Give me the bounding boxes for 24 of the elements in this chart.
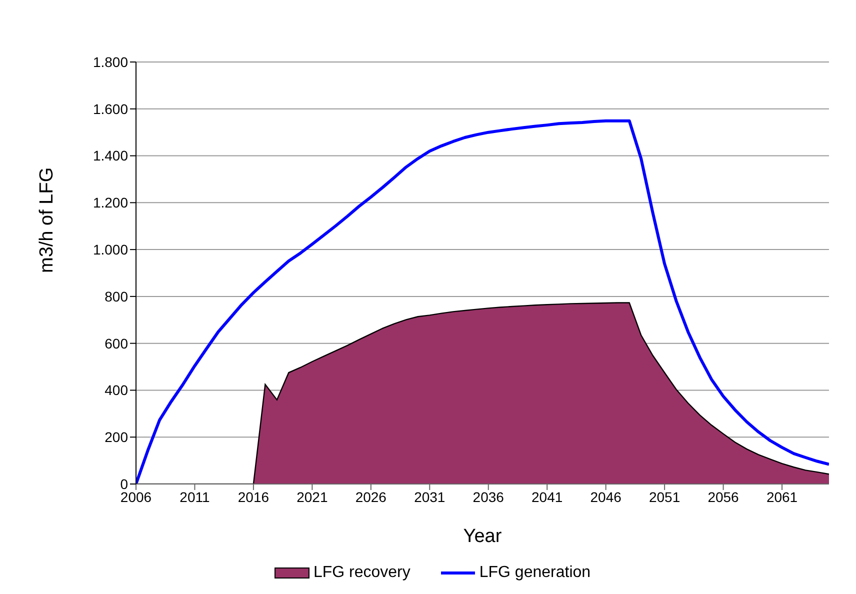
x-tick-label: 2046 bbox=[590, 488, 622, 505]
y-tick-label: 1.000 bbox=[92, 242, 128, 258]
x-axis-title: Year bbox=[463, 526, 502, 547]
x-tick-label: 2061 bbox=[766, 488, 798, 505]
y-tick-label: 400 bbox=[104, 382, 128, 398]
legend-label: LFG generation bbox=[478, 564, 591, 582]
y-tick-label: 800 bbox=[104, 288, 128, 304]
x-tick-label: 2011 bbox=[180, 488, 210, 505]
y-axis-title: m3/h of LFG bbox=[36, 167, 58, 273]
y-tick-label: 1.800 bbox=[92, 54, 128, 70]
x-tick-label: 2056 bbox=[708, 488, 740, 505]
x-tick-label: 2041 bbox=[532, 488, 563, 505]
y-tick-label: 200 bbox=[104, 429, 128, 446]
y-tick-label: 1.400 bbox=[92, 148, 128, 164]
y-tick-label: 1.600 bbox=[92, 100, 128, 117]
x-tick-label: 2026 bbox=[355, 488, 387, 505]
x-tick-label: 2031 bbox=[414, 488, 446, 505]
x-tick-label: 2036 bbox=[472, 488, 504, 505]
y-tick-label: 600 bbox=[104, 335, 128, 352]
y-tick-label: 1.200 bbox=[92, 194, 128, 211]
x-tick-label: 2016 bbox=[238, 488, 270, 505]
x-tick-label: 2021 bbox=[296, 488, 328, 505]
legend-label: LFG recovery bbox=[312, 564, 410, 582]
x-tick-label: 2051 bbox=[648, 488, 680, 505]
